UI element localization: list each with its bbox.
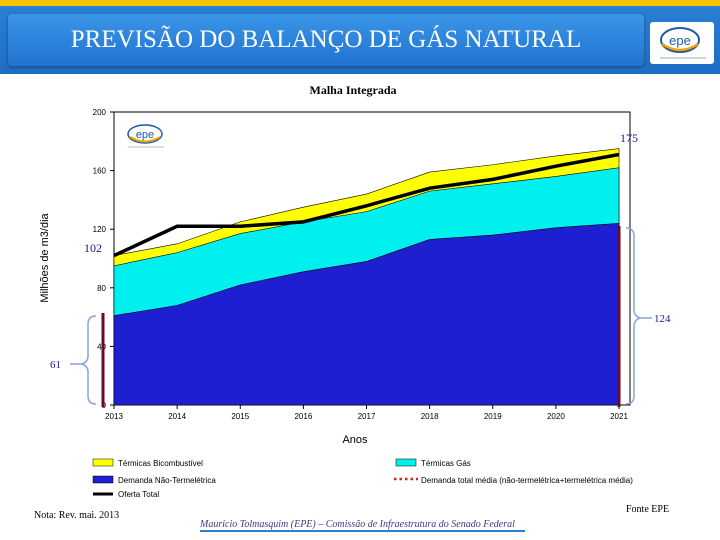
epe-logo: epe (650, 22, 714, 64)
footer-credit: Mauricio Tolmasquim (EPE) – Comissão de … (200, 519, 515, 530)
legend: Térmicas Bicombustível Térmicas Gás Dema… (92, 458, 633, 499)
legend-label-oferta: Oferta Total (118, 490, 159, 499)
plot-logo-text: epe (136, 129, 154, 141)
legend-label-demanda-media: Demanda total média (não-termelétrica+te… (421, 476, 633, 485)
legend-label-demanda: Demanda Não-Termelétrica (118, 476, 216, 485)
chart-title: Malha Integrada (310, 83, 397, 97)
annotation-124: 124 (654, 313, 671, 325)
plot-epe-logo: epe (127, 124, 164, 148)
brace-61 (79, 315, 97, 405)
x-axis-label: Anos (342, 434, 368, 446)
title-panel (8, 14, 644, 66)
line-oferta-total (113, 152, 620, 258)
top-accent-bar (0, 0, 720, 6)
chart-lines (113, 152, 620, 258)
x-tick-label: 2021 (610, 412, 628, 421)
annotation-175: 175 (620, 131, 638, 145)
annotation-61: 61 (50, 359, 61, 371)
x-axis-ticks: 2013 2014 2015 2016 2017 2018 2019 2020 2021 (105, 405, 628, 421)
footer-source: Fonte EPE (626, 504, 670, 515)
y-tick-label: 200 (93, 108, 107, 117)
x-tick-label: 2016 (294, 412, 312, 421)
x-tick-label: 2018 (421, 412, 439, 421)
x-tick-label: 2014 (168, 412, 186, 421)
logo-text: epe (669, 33, 691, 48)
x-tick-label: 2019 (484, 412, 502, 421)
footer-note: Nota: Rev. mai. 2013 (34, 510, 120, 521)
legend-label-bicombustivel: Térmicas Bicombustível (118, 459, 203, 468)
annotation-102: 102 (84, 241, 102, 255)
y-tick-label: 80 (97, 284, 106, 293)
legend-swatch-bicombustivel (92, 458, 114, 467)
page-title: PREVISÃO DO BALANÇO DE GÁS NATURAL (70, 26, 582, 53)
x-tick-label: 2020 (547, 412, 565, 421)
legend-label-termicas-gas: Térmicas Gás (421, 459, 471, 468)
epe-logo-icon: epe (660, 27, 706, 59)
y-tick-label: 120 (93, 225, 107, 234)
footer-divider (200, 530, 525, 532)
y-tick-label: 160 (93, 167, 107, 176)
y-axis-label: Milhões de m3/dia (39, 212, 51, 302)
x-tick-label: 2015 (231, 412, 249, 421)
legend-swatch-termicas-gas (395, 458, 417, 467)
chart-areas (113, 148, 620, 406)
legend-swatch-demanda (92, 475, 114, 484)
x-tick-label: 2013 (105, 412, 123, 421)
x-tick-label: 2017 (358, 412, 376, 421)
